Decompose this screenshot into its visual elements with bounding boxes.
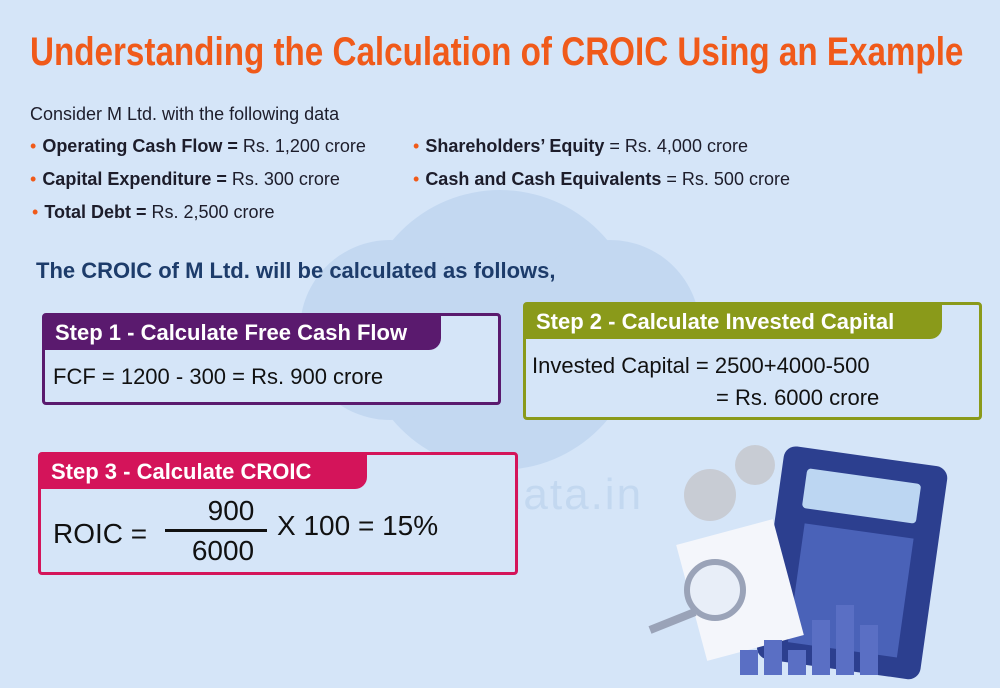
calculator: [757, 446, 948, 680]
intro: Consider M Ltd. with the following data: [30, 104, 340, 124]
step-title: Step 2 - Calculate Invested Capital: [526, 305, 942, 339]
step-title: Step 1 - Calculate Free Cash Flow: [45, 316, 441, 350]
title: Understanding the Calculation of CROIC U…: [30, 30, 964, 74]
formula-line: = Rs. 6000 crore: [716, 385, 880, 410]
formula-rhs: X 100 = 15%: [277, 510, 439, 541]
gears: [684, 445, 775, 521]
formula: FCF = 1200 - 300 = Rs. 900 crore: [53, 364, 384, 389]
item-label: Operating Cash Flow =: [42, 136, 238, 156]
step3-box: Step 3 - Calculate CROIC ROIC = 900 6000…: [38, 452, 518, 575]
item: • Cash and Cash Equivalents = Rs. 500 cro…: [413, 169, 790, 189]
bar-icons: [740, 605, 878, 675]
item-label: Total Debt =: [44, 202, 147, 222]
formula-lhs: ROIC =: [53, 518, 148, 549]
item-value: Rs. 1,200 crore: [242, 136, 366, 156]
fraction-bar: [165, 529, 267, 532]
magnifier-handle: [648, 608, 697, 634]
magnifier: [684, 559, 746, 621]
denominator: 6000: [191, 535, 255, 566]
item-label: Cash and Cash Equivalents: [425, 169, 662, 189]
item: • Operating Cash Flow = Rs. 1,200 crore: [30, 136, 366, 156]
item-label: Shareholders’ Equity: [425, 136, 605, 156]
numerator: 900: [207, 495, 255, 526]
item: • Shareholders’ Equity = Rs. 4,000 crore: [413, 136, 748, 156]
step-title: Step 3 - Calculate CROIC: [41, 455, 367, 489]
step1-box: Step 1 - Calculate Free Cash Flow FCF = …: [42, 313, 501, 405]
lead-text: The CROIC of M Ltd. will be calculated a…: [36, 258, 556, 283]
item-value: Rs. 300 crore: [231, 169, 340, 189]
item-value: = Rs. 500 crore: [666, 169, 790, 189]
formula-line: Invested Capital = 2500+4000-500: [532, 353, 870, 378]
item: • Total Debt = Rs. 2,500 crore: [32, 202, 275, 222]
item-label: Capital Expenditure =: [42, 169, 227, 189]
item-value: = Rs. 4,000 crore: [609, 136, 748, 156]
item-value: Rs. 2,500 crore: [151, 202, 275, 222]
step2-box: Step 2 - Calculate Invested Capital Inve…: [523, 302, 982, 420]
item: • Capital Expenditure = Rs. 300 crore: [30, 169, 340, 189]
